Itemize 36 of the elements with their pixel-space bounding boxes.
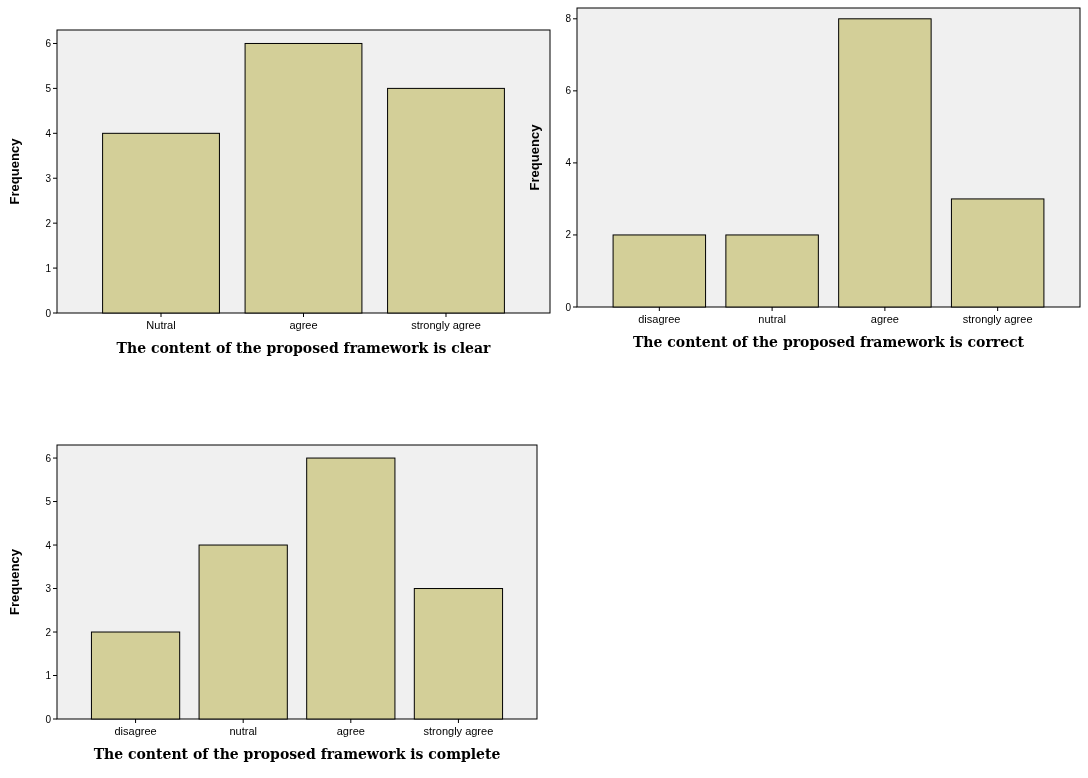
y-tick-label: 5	[45, 496, 52, 508]
x-tick-label: nutral	[229, 725, 257, 737]
y-tick-label: 3	[45, 172, 52, 184]
x-tick-label: Nutral	[146, 319, 176, 331]
x-axis-title: The content of the proposed framework is correct	[632, 334, 1025, 350]
y-tick-label: 1	[45, 262, 52, 274]
y-tick-label: 0	[45, 307, 52, 319]
y-tick-label: 2	[565, 229, 572, 241]
x-tick-label: agree	[289, 319, 318, 331]
y-tick-label: 3	[45, 583, 52, 595]
y-tick-label: 6	[565, 85, 572, 97]
y-tick-label: 4	[565, 157, 572, 169]
y-tick-label: 6	[45, 37, 52, 49]
x-axis-title: The content of the proposed framework is complete	[93, 746, 501, 762]
x-tick-label: agree	[870, 313, 899, 325]
y-tick-label: 0	[45, 713, 52, 725]
x-axis-title: The content of the proposed framework is clear	[116, 340, 492, 356]
y-tick-label: 2	[45, 626, 52, 638]
x-tick-label: nutral	[758, 313, 786, 325]
y-tick-label: 1	[45, 670, 52, 682]
y-tick-label: 4	[45, 127, 52, 139]
y-tick-label: 4	[45, 539, 52, 551]
y-tick-label: 8	[565, 13, 572, 25]
y-axis-title: Frequency	[527, 123, 542, 191]
x-tick-label: agree	[336, 725, 365, 737]
y-tick-label: 6	[45, 452, 52, 464]
y-tick-label: 0	[565, 301, 572, 313]
x-tick-label: disagree	[114, 725, 157, 737]
y-axis-title: Frequency	[7, 548, 22, 615]
y-axis-title: Frequency	[7, 137, 22, 205]
x-tick-label: strongly agree	[962, 313, 1033, 325]
y-tick-label: 5	[45, 82, 52, 94]
x-tick-label: disagree	[638, 313, 681, 325]
x-tick-label: strongly agree	[423, 725, 494, 737]
y-tick-label: 2	[45, 217, 52, 229]
x-tick-label: strongly agree	[411, 319, 481, 331]
